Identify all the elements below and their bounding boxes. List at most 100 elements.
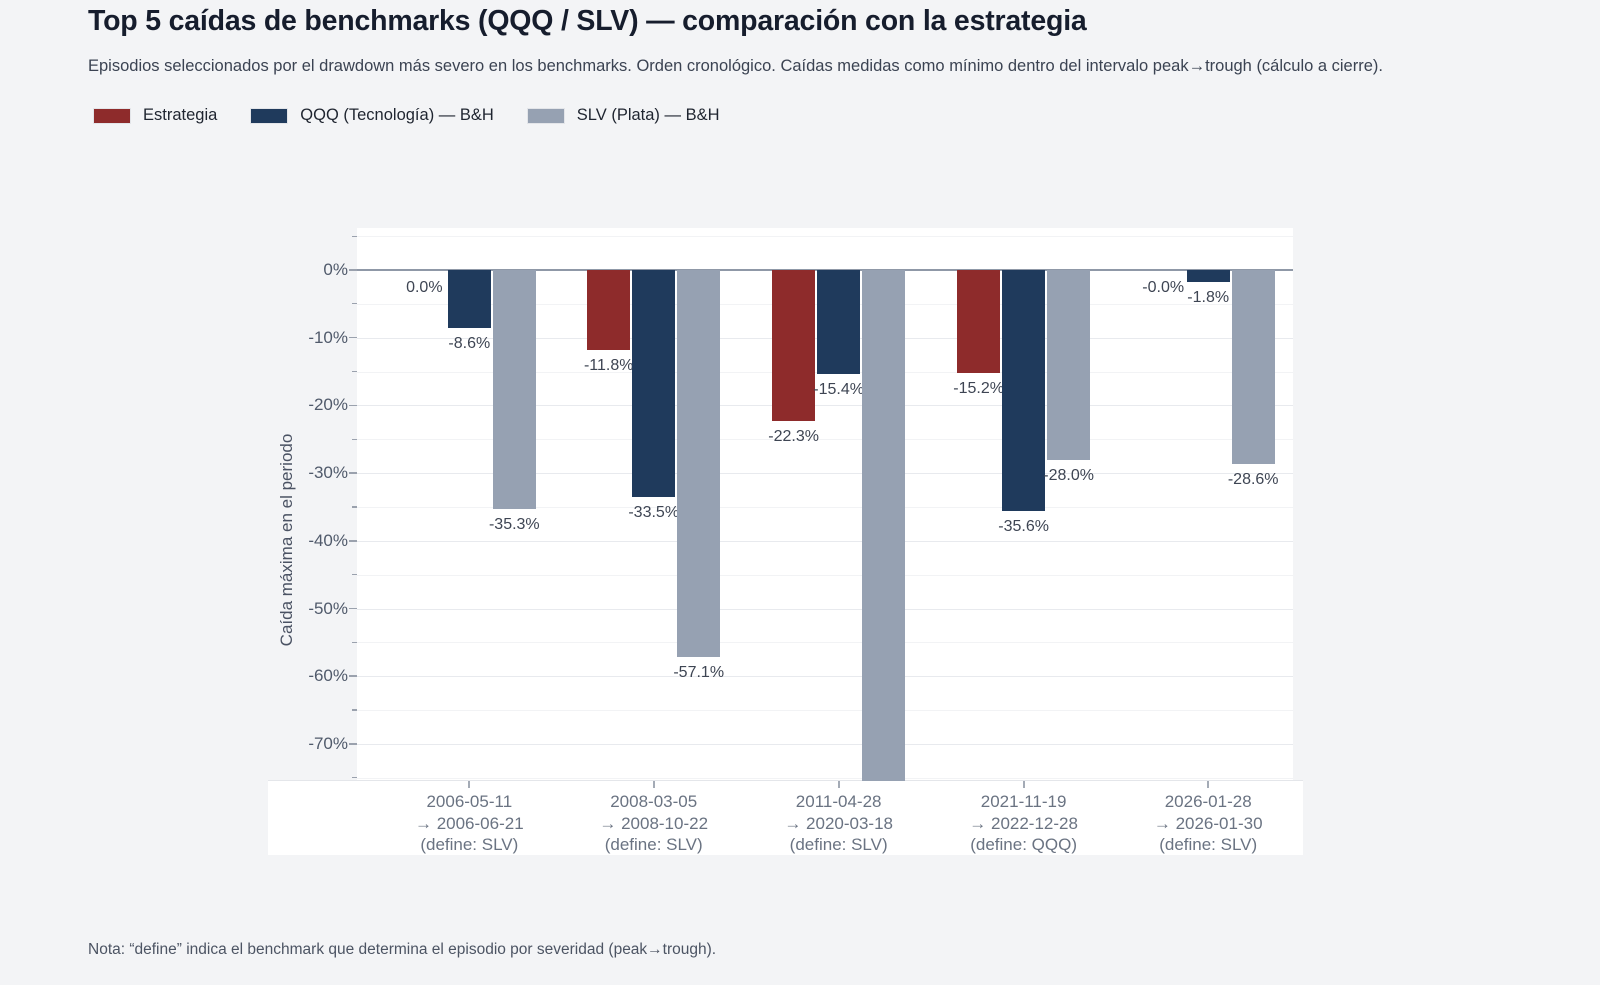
y-axis-tick-label: -70% <box>308 733 348 753</box>
bar <box>492 270 536 509</box>
chart-subtitle: Episodios seleccionados por el drawdown … <box>88 57 1383 75</box>
bar-value-label: -1.8% <box>1187 289 1230 307</box>
bar-value-label: 0.0% <box>406 279 443 296</box>
bar-value-label: -57.1% <box>673 663 725 681</box>
x-axis-category-line: (define: SLV) <box>420 835 519 854</box>
bar-value-label: -15.2% <box>953 379 1004 397</box>
bar <box>817 270 861 375</box>
y-axis-tick <box>349 472 357 474</box>
bar <box>957 270 1001 373</box>
x-axis-category-line: (define: SLV) <box>1159 835 1258 854</box>
x-axis-category-label: 2006-05-11 → 2006-06-21 (define: SLV) <box>415 791 524 856</box>
x-axis-tick <box>652 781 655 788</box>
y-axis-tick <box>349 336 357 339</box>
bar-value-label: -8.6% <box>448 335 491 353</box>
gridline-minor <box>357 710 1293 712</box>
y-axis-tick-label: -10% <box>308 327 348 347</box>
x-axis-category-line: (define: SLV) <box>604 835 703 854</box>
x-axis-category-label: 2008-03-05 → 2008-10-22 (define: SLV) <box>599 791 708 856</box>
y-axis-tick <box>349 607 357 610</box>
y-axis-tick-label: 0% <box>323 260 348 279</box>
x-axis-category-label: 2011-04-28 → 2020-03-18 (define: SLV) <box>784 791 893 856</box>
bar <box>587 270 631 350</box>
gridline-major <box>357 676 1293 678</box>
x-axis-category-line: → 2020-03-18 <box>784 813 893 833</box>
bar <box>677 270 721 657</box>
legend-label-qqq: QQQ (Tecnología) — B&H <box>300 106 494 124</box>
y-axis-tick <box>349 743 357 745</box>
legend-label-slv: SLV (Plata) — B&H <box>576 106 720 124</box>
x-axis-tick <box>1022 781 1025 788</box>
x-axis-category-line: 2008-03-05 <box>610 792 698 811</box>
bar <box>1231 270 1275 464</box>
gridline-minor <box>357 642 1293 644</box>
y-axis-minor-tick <box>352 303 357 305</box>
y-axis-tick-label: -30% <box>308 463 348 483</box>
footnote: Nota: “define” indica el benchmark que d… <box>88 941 717 958</box>
y-axis-tick <box>349 540 357 542</box>
x-axis-category-line: 2011-04-28 <box>795 792 882 811</box>
y-axis-minor-tick <box>352 574 357 576</box>
legend-swatch-estrategia <box>93 107 131 124</box>
x-axis-category-label: 2021-11-19 → 2022-12-28 (define: QQQ) <box>969 791 1078 856</box>
y-axis-minor-tick <box>352 709 357 711</box>
gridline-major <box>357 405 1293 407</box>
legend-item-slv: SLV (Plata) — B&H <box>526 106 720 125</box>
x-axis-category-line: → 2006-06-21 <box>414 813 524 833</box>
y-axis-tick <box>349 675 357 677</box>
legend-item-estrategia: Estrategia <box>93 106 217 125</box>
x-axis-category-label: 2026-01-28 → 2026-01-30 (define: SLV) <box>1154 791 1263 856</box>
bar <box>632 270 676 497</box>
y-axis-minor-tick <box>352 235 357 237</box>
gridline-minor <box>357 777 1293 779</box>
bar-value-label: -28.0% <box>1043 466 1094 484</box>
bar-value-label: -15.4% <box>813 381 865 399</box>
bar-value-label: -28.6% <box>1227 470 1279 488</box>
x-axis-category-line: (define: SLV) <box>789 835 888 854</box>
legend-label-estrategia: Estrategia <box>143 106 218 124</box>
bar-value-label: -35.3% <box>488 515 540 533</box>
bar <box>772 270 816 421</box>
legend-swatch-qqq <box>250 107 289 124</box>
gridline-major <box>357 608 1293 610</box>
y-axis-tick <box>349 269 357 271</box>
bar-value-label: -22.3% <box>768 427 820 445</box>
x-axis-category-line: (define: QQQ) <box>970 835 1077 854</box>
x-axis-category-line: 2026-01-28 <box>1164 792 1252 811</box>
y-axis-tick-label: -60% <box>308 666 348 686</box>
x-axis-category-line: → 2008-10-22 <box>599 813 709 833</box>
bar-value-label: -33.5% <box>628 503 680 521</box>
y-axis-minor-tick <box>352 641 357 643</box>
bar <box>1047 270 1091 460</box>
y-axis-minor-tick <box>352 777 357 779</box>
x-axis-tick <box>468 781 471 788</box>
y-axis-tick-label: -50% <box>308 598 348 618</box>
gridline-minor <box>357 574 1293 576</box>
x-axis-spine <box>268 780 1303 781</box>
gridline-major <box>357 540 1293 542</box>
bar <box>1002 270 1046 511</box>
x-axis-category-line: 2021-11-19 <box>980 792 1067 811</box>
x-axis-category-line: → 2022-12-28 <box>969 813 1078 833</box>
legend-item-qqq: QQQ (Tecnología) — B&H <box>250 106 494 125</box>
bar-value-label: -11.8% <box>583 356 634 374</box>
legend-swatch-slv <box>526 107 565 124</box>
y-axis-minor-tick <box>352 506 357 508</box>
y-axis-minor-tick <box>352 370 357 373</box>
bar-value-label: -0.0% <box>1142 279 1185 296</box>
bar <box>447 270 491 329</box>
y-axis-tick <box>349 404 357 407</box>
legend: Estrategia QQQ (Tecnología) — B&H SLV (P… <box>93 106 753 125</box>
x-axis-category-line: → 2026-01-30 <box>1153 813 1263 833</box>
gridline-major <box>357 743 1293 745</box>
x-axis-label-band <box>268 781 1303 855</box>
bar-value-label: -35.6% <box>998 518 1049 535</box>
gridline-minor <box>357 236 1293 238</box>
y-axis-minor-tick <box>352 438 357 440</box>
gridline-major <box>357 473 1293 475</box>
bar <box>862 270 906 781</box>
y-axis-tick-label: -40% <box>308 530 348 550</box>
gridline-minor <box>357 439 1293 441</box>
chart-title: Top 5 caídas de benchmarks (QQQ / SLV) —… <box>88 5 1087 37</box>
